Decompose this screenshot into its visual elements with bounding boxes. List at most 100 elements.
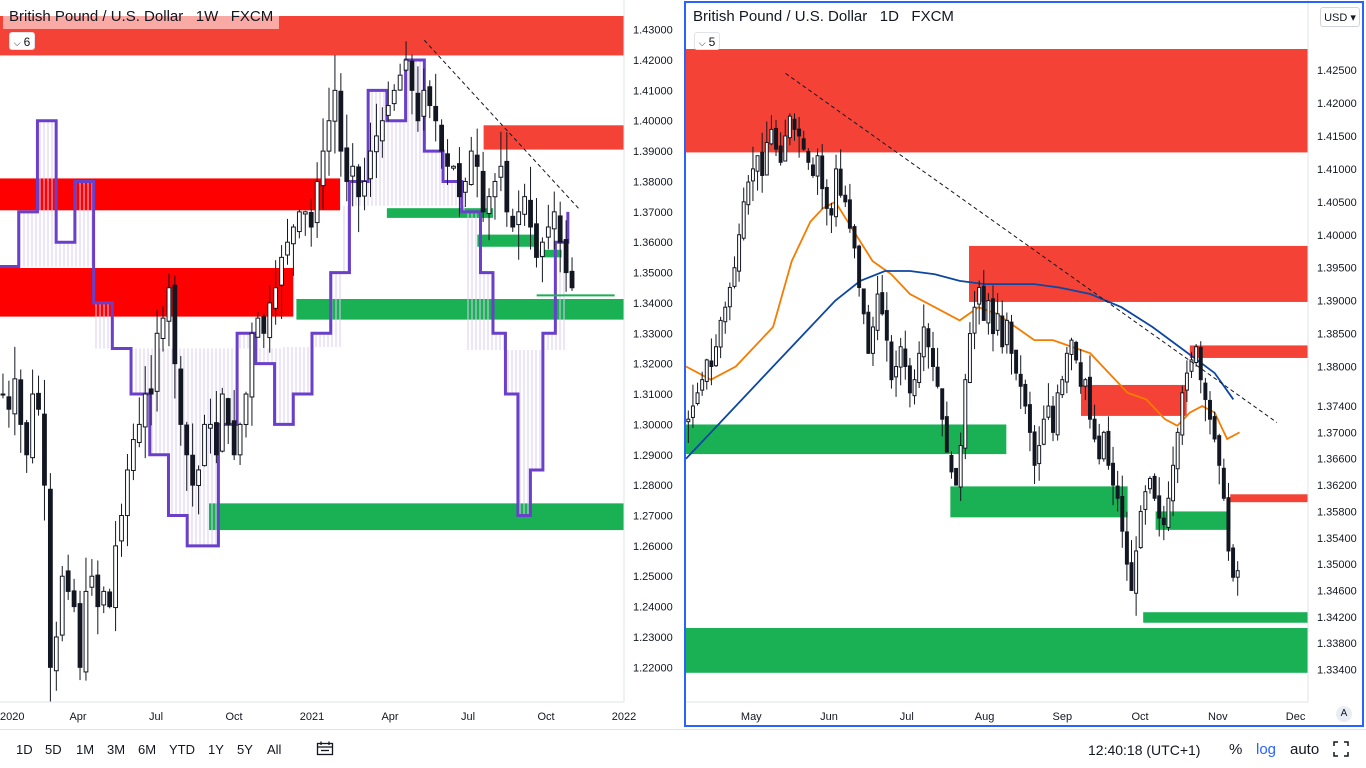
- candle: [208, 398, 213, 454]
- candle-body: [981, 285, 986, 321]
- candle: [1064, 346, 1069, 394]
- candle-body: [1046, 405, 1051, 418]
- candle-body: [563, 239, 569, 274]
- candle: [6, 380, 12, 428]
- indicator-toggle-button[interactable]: ⌵ 6: [9, 32, 35, 50]
- price-tick-label: 1.40000: [633, 116, 673, 128]
- range-5y-button[interactable]: 5Y: [237, 742, 253, 757]
- candle-body: [889, 341, 894, 381]
- fullscreen-icon[interactable]: [1332, 740, 1350, 758]
- candle: [1175, 427, 1180, 484]
- clock-timezone[interactable]: 12:40:18 (UTC+1): [1088, 742, 1201, 758]
- candle-body: [1009, 321, 1014, 354]
- candle-body: [700, 379, 705, 391]
- candle: [213, 390, 219, 464]
- candle: [65, 554, 71, 600]
- candle-body: [83, 590, 89, 673]
- candle: [498, 131, 504, 192]
- range-3m-button[interactable]: 3M: [107, 742, 126, 757]
- range-all-button[interactable]: All: [267, 742, 282, 757]
- weekly-chart-pane[interactable]: 1.43000 1.42000 1.41000 1.40000 1.39000 1.380…: [0, 0, 684, 729]
- candle: [1101, 430, 1106, 462]
- auto-scale-toggle[interactable]: auto: [1290, 741, 1320, 758]
- candle: [433, 73, 439, 142]
- indicator-toggle-button[interactable]: ⌵ 5: [694, 32, 720, 50]
- range-1m-button[interactable]: 1M: [76, 742, 95, 757]
- range-1d-button[interactable]: 1D: [16, 742, 33, 757]
- candle-body: [875, 293, 880, 331]
- candle-body: [480, 170, 486, 213]
- candle-body: [178, 368, 184, 425]
- candle: [379, 107, 385, 158]
- candle: [1217, 433, 1222, 485]
- candle: [261, 313, 267, 348]
- candle-body: [1198, 346, 1203, 381]
- weekly-chart[interactable]: 1.43000 1.42000 1.41000 1.40000 1.39000 1.380…: [0, 0, 684, 729]
- candle: [18, 369, 24, 453]
- daily-chart-pane[interactable]: 1.42500 1.42000 1.41500 1.41000 1.40500 1.400…: [684, 0, 1366, 729]
- candle: [843, 185, 848, 208]
- candle: [1143, 485, 1148, 525]
- range-ytd-button[interactable]: YTD: [169, 742, 195, 757]
- log-scale-toggle[interactable]: log: [1256, 741, 1277, 758]
- candle-body: [77, 603, 83, 668]
- candle-body: [528, 199, 533, 228]
- candle: [972, 290, 977, 350]
- candle: [391, 84, 397, 111]
- time-tick-label: Jul: [461, 711, 475, 723]
- candle-body: [504, 160, 510, 213]
- candle-body: [852, 226, 857, 249]
- candle: [480, 151, 486, 222]
- range-1y-button[interactable]: 1Y: [208, 742, 224, 757]
- range-5d-button[interactable]: 5D: [45, 742, 62, 757]
- candle-body: [551, 211, 557, 230]
- candle: [931, 331, 935, 382]
- candle-body: [861, 288, 866, 315]
- candle-body: [1208, 399, 1212, 420]
- candle-body: [42, 413, 47, 486]
- range-6m-button[interactable]: 6M: [138, 742, 157, 757]
- candle-body: [219, 393, 225, 452]
- candle-body: [385, 105, 391, 116]
- candle: [829, 202, 834, 234]
- candle-body: [1157, 495, 1162, 519]
- candle-body: [125, 469, 130, 517]
- candle: [42, 379, 47, 521]
- auto-scale-button[interactable]: A: [1336, 706, 1352, 722]
- calendar-range-icon[interactable]: [316, 740, 334, 758]
- time-tick-label: Nov: [1208, 711, 1228, 723]
- candle: [1124, 511, 1129, 581]
- daily-chart[interactable]: 1.42500 1.42000 1.41500 1.41000 1.40500 1.400…: [684, 0, 1366, 729]
- price-tick-label: 1.36600: [1317, 454, 1357, 466]
- time-tick-label: Oct: [225, 711, 242, 723]
- candle: [421, 68, 427, 131]
- candle: [53, 621, 59, 691]
- time-tick-label: Apr: [381, 711, 398, 723]
- candle: [903, 330, 908, 380]
- percent-scale-toggle[interactable]: %: [1229, 741, 1243, 758]
- candle: [427, 80, 433, 119]
- candle: [326, 87, 332, 176]
- candle: [958, 432, 963, 502]
- candle: [894, 350, 899, 397]
- candle: [1087, 355, 1092, 429]
- candle: [1171, 446, 1176, 517]
- currency-select[interactable]: USD ▾: [1320, 7, 1360, 27]
- candle-body: [704, 359, 709, 382]
- candle: [1221, 458, 1226, 501]
- candle-body: [154, 332, 160, 392]
- candle-body: [1111, 462, 1116, 486]
- candle: [718, 316, 723, 359]
- price-tick-label: 1.40000: [1317, 230, 1357, 242]
- candle-body: [1023, 383, 1028, 407]
- candle: [921, 304, 926, 372]
- candle-body: [1203, 382, 1208, 400]
- price-tick-label: 1.42000: [633, 55, 673, 67]
- candle-body: [931, 348, 935, 368]
- price-tick-label: 1.29000: [633, 450, 673, 462]
- candle-body: [1106, 430, 1111, 466]
- candle: [834, 154, 839, 227]
- candle: [1120, 475, 1125, 548]
- supply-strong-zone-3: [0, 268, 294, 317]
- candle: [769, 115, 774, 146]
